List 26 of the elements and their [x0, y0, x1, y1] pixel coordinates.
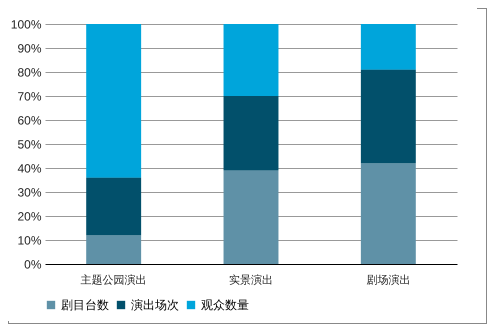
y-tick-label: 80%: [17, 66, 42, 80]
x-tick-label: 实景演出: [229, 274, 273, 286]
y-tick-label: 40%: [17, 162, 42, 176]
bar: [86, 24, 142, 178]
bar: [224, 170, 278, 264]
y-tick-label: 10%: [17, 234, 42, 248]
y-tick-label: 30%: [17, 186, 42, 200]
y-tick-label: 60%: [17, 114, 42, 128]
y-tick-label: 70%: [17, 90, 42, 104]
bar: [360, 24, 416, 70]
bar: [360, 163, 416, 264]
bar: [86, 235, 142, 264]
legend-label: 观众数量: [201, 298, 249, 312]
x-tick-label: 剧场演出: [366, 274, 410, 286]
legend-label: 剧目台数: [61, 298, 109, 312]
legend-label: 演出场次: [131, 298, 179, 312]
bar: [86, 178, 142, 236]
y-tick-label: 90%: [17, 42, 42, 56]
y-tick-label: 20%: [17, 210, 42, 224]
x-tick-label: 主题公园演出: [80, 274, 147, 286]
bar: [224, 96, 278, 170]
y-tick-label: 50%: [17, 138, 42, 152]
bar: [360, 70, 416, 164]
bar: [224, 24, 278, 96]
y-tick-label: 100%: [10, 18, 42, 32]
y-tick-label: 0%: [24, 258, 42, 272]
